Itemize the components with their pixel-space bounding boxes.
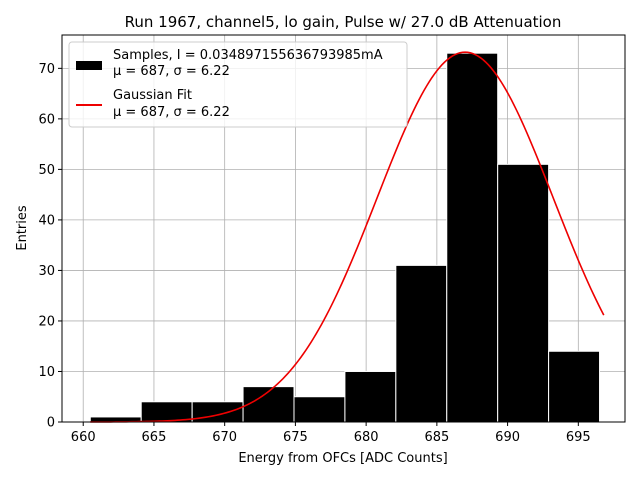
legend-fit-label: Gaussian Fit: [113, 88, 192, 103]
gaussian-fit-line: [90, 51, 605, 423]
histogram-bar: [293, 396, 346, 423]
x-tick-label: 675: [283, 430, 308, 445]
legend-samples-swatch: [76, 61, 102, 70]
plot-frame: [61, 34, 626, 423]
histogram-bar: [548, 350, 601, 423]
y-tick-label: 70: [38, 62, 55, 77]
x-tick-label: 670: [212, 430, 237, 445]
histogram-bar: [446, 52, 499, 423]
y-tick-label: 10: [38, 365, 55, 380]
y-tick-label: 60: [38, 112, 55, 127]
legend-samples-stats: μ = 687, σ = 6.22: [113, 64, 230, 79]
legend: Samples, I = 0.034897155636793985mA μ = …: [68, 41, 408, 128]
y-tick-label: 20: [38, 314, 55, 329]
histogram-bar: [191, 401, 244, 423]
y-axis-label: Entries: [15, 205, 30, 251]
y-tick-label: 0: [47, 416, 55, 431]
legend-box: [68, 41, 408, 128]
x-axis-ticks: 660 665 670 675 680 685 690 695: [71, 422, 591, 445]
x-axis-label: Energy from OFCs [ADC Counts]: [238, 451, 447, 466]
y-tick-label: 50: [38, 163, 55, 178]
y-tick-label: 30: [38, 264, 55, 279]
x-tick-label: 690: [495, 430, 520, 445]
y-axis-ticks: 0 10 20 30 40 50 60 70: [38, 62, 62, 431]
x-tick-label: 680: [354, 430, 379, 445]
x-tick-label: 660: [71, 430, 96, 445]
histogram-bar: [344, 370, 397, 423]
x-tick-label: 695: [566, 430, 591, 445]
x-tick-label: 665: [142, 430, 167, 445]
x-tick-label: 685: [424, 430, 449, 445]
y-tick-label: 40: [38, 213, 55, 228]
histogram-bar: [395, 264, 448, 423]
legend-samples-label: Samples, I = 0.034897155636793985mA: [113, 48, 383, 63]
legend-fit-stats: μ = 687, σ = 6.22: [113, 105, 230, 120]
gaussian-fit: [90, 51, 605, 423]
chart-title: Run 1967, channel5, lo gain, Pulse w/ 27…: [125, 13, 562, 31]
histogram-bars: [89, 52, 601, 423]
histogram-bar: [497, 163, 550, 423]
